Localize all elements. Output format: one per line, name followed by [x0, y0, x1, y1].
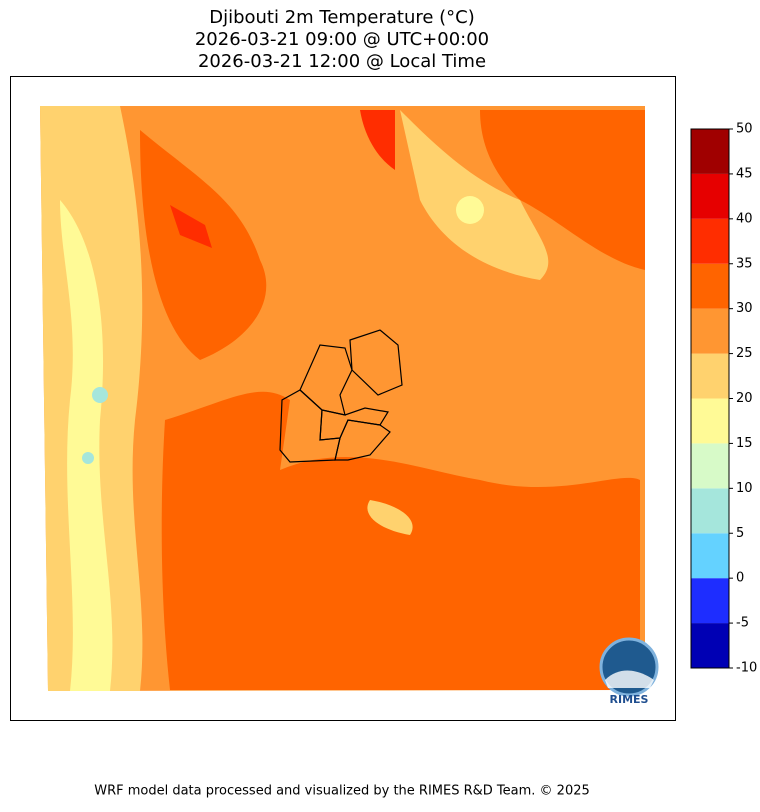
title-line: Djibouti 2m Temperature (°C)	[209, 7, 475, 28]
map	[40, 106, 645, 691]
colorbar-tick-label: -5	[736, 616, 749, 631]
footer: WRF model data processed and visualized …	[94, 784, 590, 799]
colorbar-bin	[691, 173, 729, 219]
colorbar-bin	[691, 218, 729, 264]
map-frame	[10, 76, 676, 721]
colorbar-bin	[691, 578, 729, 624]
colorbar-tick-label: 45	[736, 166, 753, 181]
colorbar-bin	[691, 129, 729, 174]
colorbar-tick-label: 0	[736, 571, 744, 586]
colorbar-tick-label: 15	[736, 436, 753, 451]
colorbar-bin	[691, 533, 729, 579]
colorbar-bin	[691, 398, 729, 444]
colorbar-bin	[691, 443, 729, 489]
colorbar-bin	[691, 623, 729, 668]
colorbar-tick-label: -10	[736, 661, 757, 676]
colorbar-bin	[691, 263, 729, 309]
colorbar-tick-label: 40	[736, 211, 753, 226]
colorbar-tick-label: 30	[736, 301, 753, 316]
colorbar-tick-label: 35	[736, 256, 753, 271]
colorbar-tick-label: 10	[736, 481, 753, 496]
colorbar-tick-label: 20	[736, 391, 753, 406]
colorbar: -10 -5 0 5 10 15 20 25 30 35 40 45 50	[690, 122, 757, 676]
colorbar-tick-label: 5	[736, 526, 744, 541]
title-line: 2026-03-21 12:00 @ Local Time	[198, 51, 486, 72]
title-line: 2026-03-21 09:00 @ UTC+00:00	[195, 29, 489, 50]
logo-text: RIMES	[610, 693, 649, 706]
colorbar-tick-label: 25	[736, 346, 753, 361]
colorbar-bin	[691, 353, 729, 399]
colorbar-bin	[691, 488, 729, 534]
colorbar-bin	[691, 308, 729, 354]
logo: RIMES	[599, 637, 659, 706]
colorbar-tick-label: 50	[736, 122, 753, 137]
